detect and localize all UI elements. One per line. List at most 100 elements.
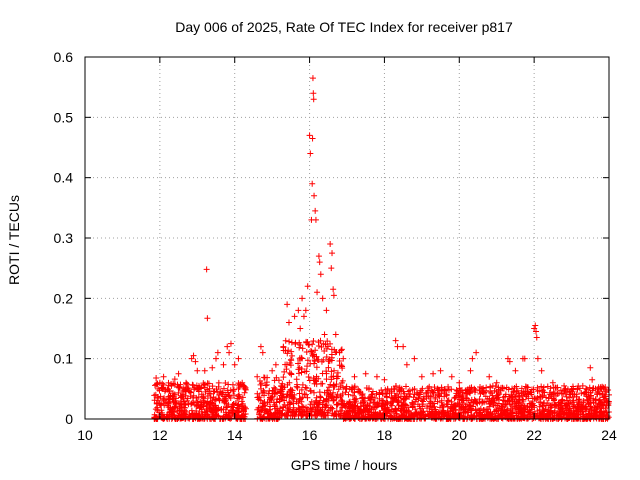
- data-point: [543, 394, 550, 401]
- x-axis-label: GPS time / hours: [291, 457, 398, 473]
- data-point: [311, 357, 318, 364]
- data-point: [521, 406, 528, 413]
- data-point: [272, 361, 279, 368]
- data-point: [299, 345, 306, 352]
- data-point: [259, 390, 266, 397]
- data-point: [454, 400, 461, 407]
- data-point: [289, 412, 296, 419]
- data-point: [384, 410, 391, 417]
- data-point: [323, 307, 330, 314]
- data-point: [451, 394, 458, 401]
- data-point: [235, 401, 242, 408]
- data-point: [315, 253, 322, 260]
- data-point: [222, 379, 229, 386]
- data-point: [286, 338, 293, 345]
- data-point: [254, 373, 261, 380]
- data-point: [400, 388, 407, 395]
- data-point: [592, 408, 599, 415]
- data-point: [241, 389, 248, 396]
- data-point: [313, 364, 320, 371]
- data-point: [389, 395, 396, 402]
- data-point: [370, 415, 377, 422]
- data-point: [354, 410, 361, 417]
- data-point: [205, 380, 212, 387]
- data-point: [276, 395, 283, 402]
- data-point: [259, 349, 266, 356]
- data-point: [445, 414, 452, 421]
- data-point: [352, 396, 359, 403]
- data-point: [273, 389, 280, 396]
- data-point: [468, 407, 475, 414]
- data-point: [232, 400, 239, 407]
- data-point: [290, 394, 297, 401]
- data-point: [311, 192, 318, 199]
- data-point: [241, 383, 248, 390]
- data-point: [294, 381, 301, 388]
- data-point: [235, 355, 242, 362]
- data-point: [310, 375, 317, 382]
- data-point: [487, 400, 494, 407]
- data-point: [603, 399, 610, 406]
- data-point: [484, 395, 491, 402]
- data-point: [589, 376, 596, 383]
- data-point: [506, 358, 513, 365]
- data-point: [528, 391, 535, 398]
- data-point: [309, 180, 316, 187]
- data-point: [505, 386, 512, 393]
- data-point: [388, 386, 395, 393]
- data-point: [299, 409, 306, 416]
- data-point: [295, 370, 302, 377]
- data-point: [504, 355, 511, 362]
- data-point: [226, 349, 233, 356]
- data-point: [378, 403, 385, 410]
- data-point: [368, 405, 375, 412]
- data-point: [502, 391, 509, 398]
- data-point: [295, 408, 302, 415]
- data-point: [536, 399, 543, 406]
- data-point: [217, 388, 224, 395]
- data-point: [178, 394, 185, 401]
- data-point: [266, 399, 273, 406]
- data-point: [168, 381, 175, 388]
- x-tick-label: 22: [526, 427, 542, 443]
- data-point: [197, 398, 204, 405]
- data-point: [209, 364, 216, 371]
- y-tick-label: 0.3: [54, 230, 74, 246]
- data-point: [411, 355, 418, 362]
- data-point: [323, 368, 330, 375]
- data-point: [290, 407, 297, 414]
- data-point: [381, 406, 388, 413]
- data-point: [194, 367, 201, 374]
- data-point: [509, 408, 516, 415]
- data-point: [349, 392, 356, 399]
- data-point: [483, 406, 490, 413]
- data-point: [598, 385, 605, 392]
- data-point: [183, 379, 190, 386]
- data-point: [303, 385, 310, 392]
- data-point: [553, 384, 560, 391]
- data-point: [359, 390, 366, 397]
- data-point: [164, 402, 171, 409]
- data-point: [547, 407, 554, 414]
- data-point: [431, 384, 438, 391]
- data-point: [373, 403, 380, 410]
- data-point: [304, 283, 311, 290]
- data-point: [457, 387, 464, 394]
- data-point: [211, 388, 218, 395]
- data-point: [295, 307, 302, 314]
- data-point: [486, 373, 493, 380]
- data-point: [560, 390, 567, 397]
- data-point: [476, 383, 483, 390]
- data-point: [304, 394, 311, 401]
- data-point: [170, 409, 177, 416]
- data-point: [518, 409, 525, 416]
- data-point: [311, 389, 318, 396]
- data-point: [159, 384, 166, 391]
- data-point: [317, 394, 324, 401]
- data-point: [467, 367, 474, 374]
- data-point: [493, 379, 500, 386]
- data-point: [390, 397, 397, 404]
- data-point: [284, 301, 291, 308]
- data-point: [460, 404, 467, 411]
